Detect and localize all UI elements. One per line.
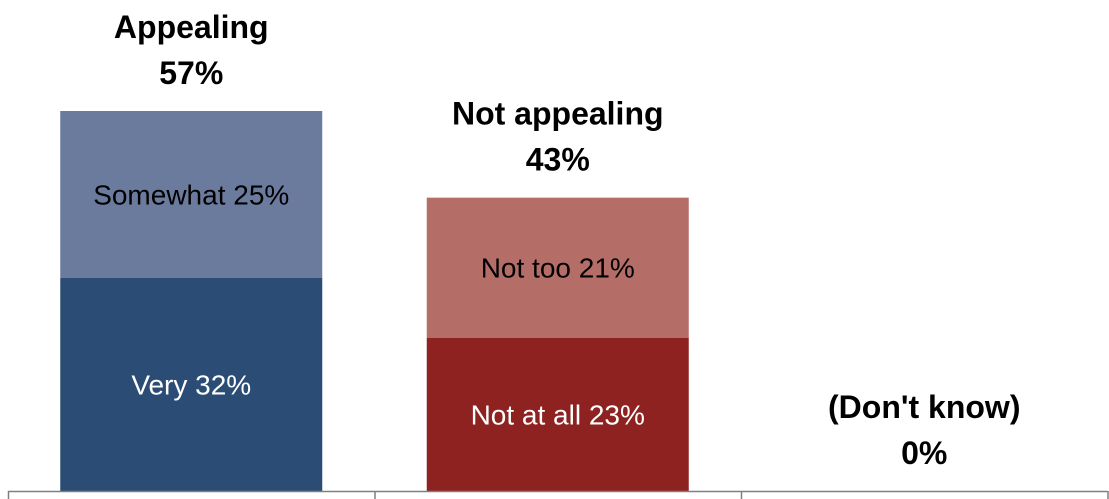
bar-segment-very	[60, 277, 323, 491]
category-label: Appealing 57%	[114, 9, 269, 91]
category-label: (Don't know) 0%	[828, 389, 1020, 471]
segment-label: Very 32%	[131, 369, 251, 400]
bar-segment-not-too	[426, 197, 689, 338]
segment-label: Somewhat 25%	[93, 179, 289, 210]
labels-layer: Very 32% Somewhat 25% Appealing 57% Not at a…	[93, 9, 1020, 471]
bar-segment-not-at-all	[426, 337, 689, 491]
segment-label: Not too 21%	[481, 253, 635, 284]
bars-layer	[60, 111, 689, 491]
x-axis	[7, 490, 1109, 499]
category-label: Not appealing 43%	[452, 96, 664, 178]
bar-segment-somewhat	[60, 111, 323, 278]
segment-label: Not at all 23%	[471, 399, 645, 430]
